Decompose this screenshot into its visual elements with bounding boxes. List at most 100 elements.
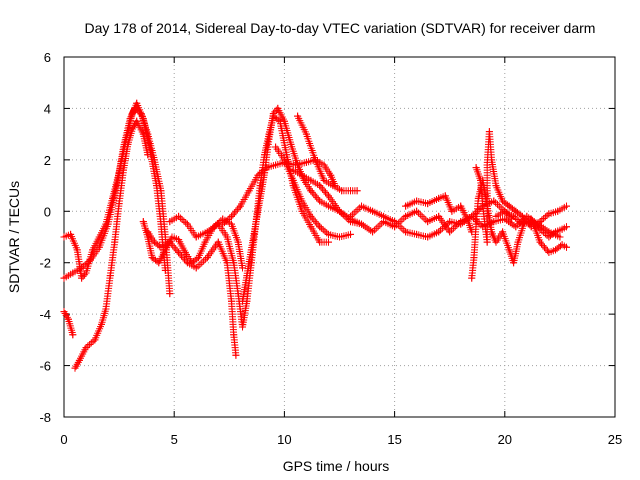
data-point	[512, 223, 520, 231]
data-point	[133, 99, 141, 107]
data-point	[324, 238, 332, 246]
data-point	[413, 207, 421, 215]
data-point	[280, 117, 288, 125]
data-point	[82, 344, 90, 352]
data-point	[320, 176, 328, 184]
series-track-14	[402, 192, 476, 236]
data-point	[60, 274, 68, 282]
data-point	[239, 323, 247, 331]
data-point	[137, 110, 145, 118]
data-point	[155, 259, 163, 267]
data-point	[320, 161, 328, 169]
data-point	[336, 233, 343, 241]
y-tick-label: -2	[39, 256, 51, 271]
data-point	[139, 218, 147, 226]
data-point	[514, 238, 522, 246]
series-track-17	[492, 207, 571, 241]
data-point	[161, 233, 169, 241]
data-point	[501, 207, 509, 215]
data-point	[545, 248, 553, 256]
series-track-3	[60, 308, 77, 339]
data-point	[144, 228, 152, 236]
data-point	[499, 197, 507, 205]
data-point	[545, 233, 553, 241]
data-point	[490, 218, 498, 226]
data-point	[424, 218, 432, 226]
series-track-12	[294, 112, 361, 195]
x-axis-title: GPS time / hours	[283, 458, 390, 474]
x-tick-label: 5	[171, 432, 178, 447]
x-tick-labels: 0 5 10 15 20 25	[60, 432, 622, 447]
data-point	[391, 218, 399, 226]
data-point	[499, 228, 507, 236]
data-point	[144, 151, 152, 159]
data-point	[115, 200, 123, 208]
data-point	[269, 110, 277, 118]
data-point	[472, 220, 480, 228]
data-point	[239, 297, 247, 305]
data-point	[232, 351, 240, 359]
data-point	[353, 187, 361, 195]
data-point	[194, 254, 202, 262]
data-point	[150, 238, 158, 246]
data-point	[86, 256, 94, 264]
data-point	[265, 135, 273, 143]
data-point	[492, 212, 500, 220]
data-point	[261, 169, 269, 177]
data-point	[492, 238, 500, 246]
data-point	[477, 176, 485, 184]
data-point	[234, 290, 242, 298]
data-point	[307, 223, 315, 231]
x-tick-label: 0	[60, 432, 67, 447]
data-point	[483, 161, 491, 169]
data-point	[166, 290, 174, 298]
data-point	[214, 238, 222, 246]
data-point	[468, 274, 476, 282]
data-point	[245, 187, 253, 195]
data-point	[347, 187, 355, 195]
data-point	[230, 331, 238, 339]
data-point	[490, 197, 498, 205]
data-point	[551, 246, 559, 254]
data-point	[126, 115, 134, 123]
data-point	[166, 218, 174, 226]
y-axis-title: SDTVAR / TECUs	[6, 181, 22, 293]
data-point	[479, 202, 487, 210]
data-point	[336, 207, 343, 215]
data-point	[78, 264, 86, 272]
data-point	[120, 166, 128, 174]
data-point	[230, 259, 238, 267]
data-point	[283, 151, 291, 159]
chart-title: Day 178 of 2014, Sidereal Day-to-day VTE…	[85, 20, 596, 36]
data-point	[219, 220, 227, 228]
data-point	[563, 202, 571, 210]
data-point	[435, 194, 443, 202]
data-point	[358, 220, 366, 228]
data-point	[347, 230, 355, 238]
data-point	[280, 156, 288, 164]
y-tick-label: -6	[39, 359, 51, 374]
data-point	[457, 220, 465, 228]
data-point	[175, 236, 183, 244]
data-point	[556, 233, 564, 241]
data-point	[106, 272, 114, 280]
data-point	[441, 192, 449, 200]
data-point	[294, 112, 302, 120]
data-point	[124, 140, 132, 148]
data-point	[424, 233, 432, 241]
data-point	[501, 215, 509, 223]
data-point	[133, 117, 141, 125]
data-point	[69, 331, 77, 339]
data-point	[457, 202, 465, 210]
data-point	[298, 171, 306, 179]
y-tick-label: 6	[44, 50, 51, 65]
data-point	[527, 223, 535, 231]
data-point	[380, 212, 388, 220]
data-point	[316, 197, 324, 205]
data-point	[302, 130, 310, 138]
data-point	[223, 259, 231, 267]
data-point	[228, 212, 236, 220]
data-point	[168, 233, 176, 241]
data-point	[67, 230, 75, 238]
data-point	[192, 233, 200, 241]
